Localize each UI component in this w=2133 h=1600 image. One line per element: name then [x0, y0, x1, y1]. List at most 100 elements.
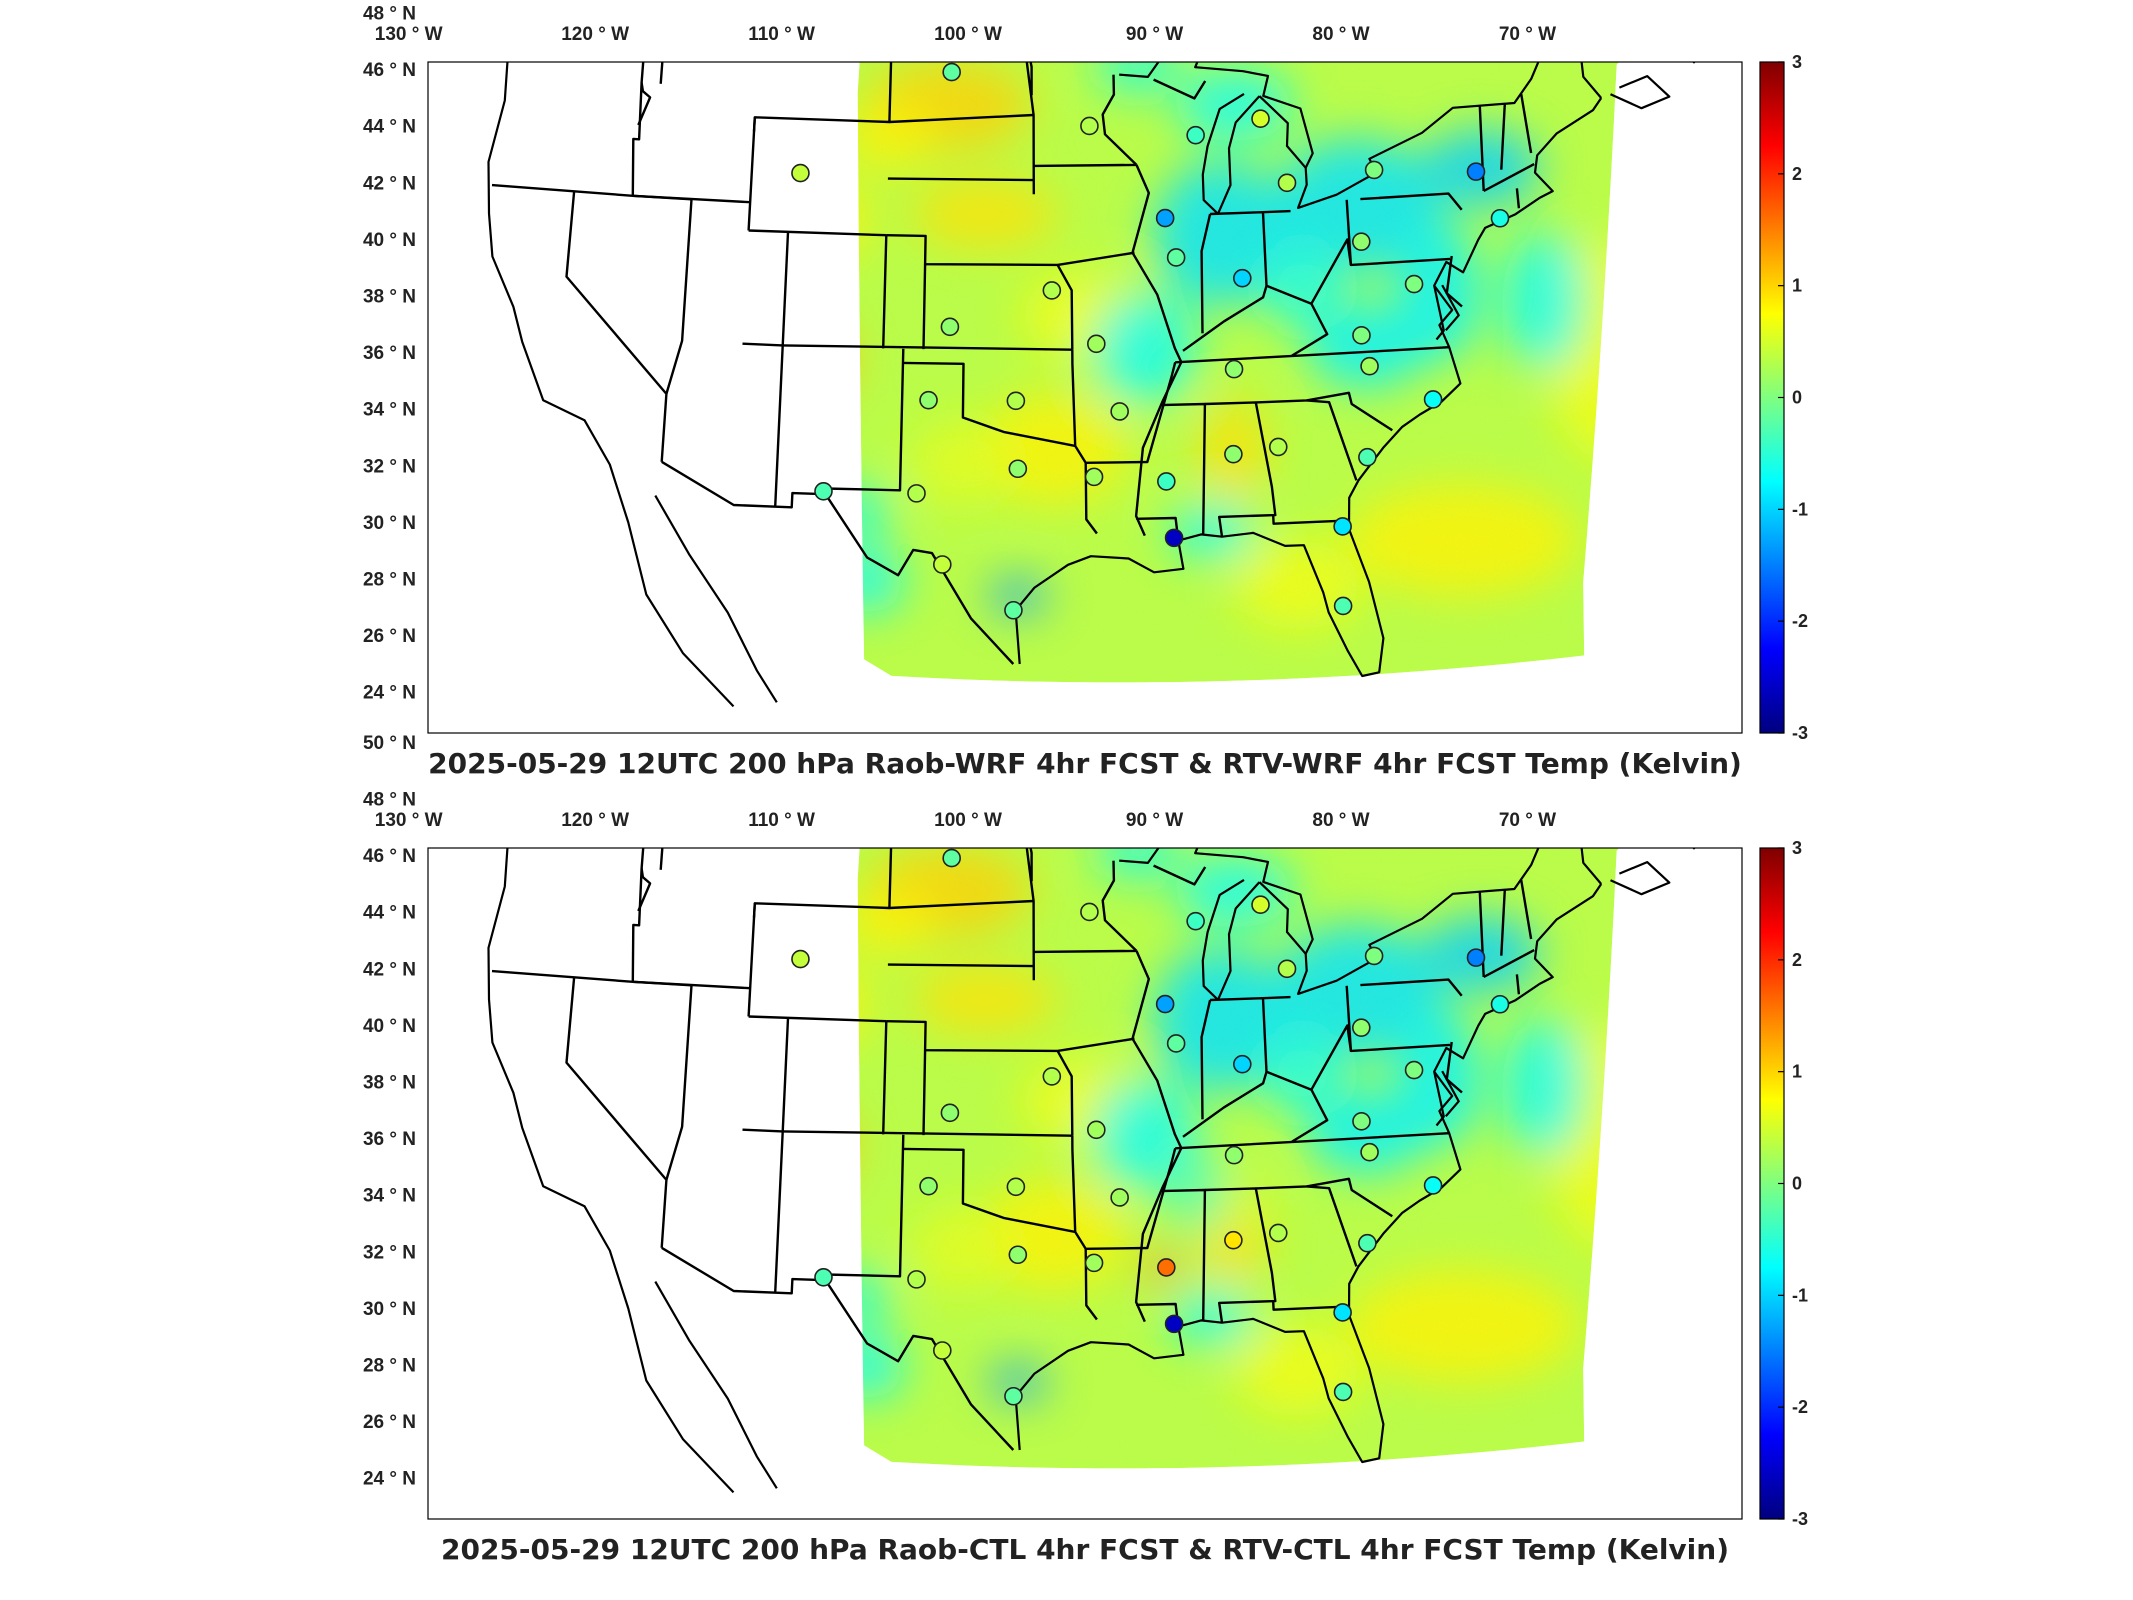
panel-bottom: 130 ° W 120 ° W 110 ° W 100 ° W 90 ° W 80 ° W…	[363, 733, 1808, 1566]
raob-station-marker	[1004, 1386, 1023, 1406]
raob-station-marker	[1404, 274, 1424, 294]
raob-station-marker	[1006, 1177, 1026, 1197]
state-borders	[491, 848, 1535, 1451]
lat-tick-label: 48 ° N	[363, 789, 416, 810]
lat-tick-label: 30 ° N	[363, 513, 416, 534]
raob-station-marker	[1233, 1054, 1252, 1074]
raob-station-marker	[1087, 1120, 1106, 1140]
temperature-difference-field	[857, 62, 1637, 683]
raob-station-marker	[1004, 600, 1023, 620]
colorbar: 3 2 1 0 -1 -2 -3	[1759, 52, 1808, 743]
raob-station-marker	[1164, 1314, 1184, 1334]
raob-station-marker	[1224, 359, 1244, 379]
raob-station-marker	[1333, 1382, 1353, 1402]
raob-station-marker	[1155, 208, 1175, 228]
raob-station-marker	[919, 1176, 938, 1196]
colorbar-tick-label: 0	[1792, 1174, 1802, 1194]
colorbar-tick-label: -3	[1792, 1509, 1808, 1529]
raob-station-marker	[1164, 528, 1184, 548]
raob-station-marker	[1358, 1233, 1377, 1253]
raob-station-marker	[1333, 517, 1352, 536]
raob-station-marker	[814, 1267, 833, 1287]
colorbar-tick-label: 1	[1792, 1062, 1802, 1082]
lat-tick-label: 28 ° N	[363, 569, 416, 590]
raob-station-marker	[1268, 437, 1288, 457]
lon-tick-label: 70 ° W	[1499, 810, 1556, 831]
raob-station-marker	[1277, 959, 1297, 979]
colorbar-tick-label: -2	[1792, 611, 1808, 631]
lon-tick-label: 110 ° W	[748, 24, 815, 45]
raob-station-marker	[1166, 1034, 1186, 1053]
raob-station-marker	[1490, 208, 1510, 228]
colorbar-tick-label: -1	[1792, 499, 1808, 519]
colorbar-tick-label: 2	[1792, 950, 1802, 970]
raob-station-marker	[1008, 459, 1028, 479]
raob-station-marker	[942, 62, 961, 82]
raob-station-marker	[1110, 402, 1129, 421]
raob-station-marker	[1042, 281, 1062, 300]
colorbar-tick-label: 3	[1792, 52, 1802, 72]
raob-station-marker	[1333, 1303, 1352, 1322]
colorbar: 3 2 1 0 -1 -2 -3	[1759, 838, 1808, 1529]
raob-station-marker	[834, 22, 851, 39]
lat-tick-label: 30 ° N	[363, 1299, 416, 1320]
raob-station-marker	[1490, 994, 1510, 1014]
colorbar-tick-label: -1	[1792, 1285, 1808, 1305]
coastlines	[487, 848, 1696, 1494]
raob-station-marker	[1423, 390, 1443, 409]
colorbar-tick-label: 0	[1792, 388, 1802, 408]
lat-tick-label: 44 ° N	[363, 903, 416, 924]
lon-tick-label: 90 ° W	[1126, 810, 1183, 831]
raob-station-marker	[791, 163, 810, 183]
raob-station-marker	[1155, 994, 1175, 1014]
lon-tick-label: 100 ° W	[934, 24, 1002, 45]
lat-tick-label: 42 ° N	[363, 959, 416, 980]
raob-station-marker	[1157, 472, 1176, 491]
raob-station-marker	[1351, 232, 1371, 251]
raob-station-marker	[1360, 356, 1379, 376]
lon-tick-label: 130 ° W	[375, 24, 443, 45]
raob-station-marker	[1080, 902, 1099, 922]
lat-tick-label: 44 ° N	[363, 117, 416, 138]
lat-tick-label: 24 ° N	[363, 683, 416, 704]
raob-station-marker	[1084, 467, 1104, 487]
raob-station-marker	[933, 1341, 952, 1360]
lat-tick-label: 26 ° N	[363, 1412, 416, 1433]
raob-station-marker	[1466, 162, 1486, 181]
colorbar-tick-label: 1	[1792, 276, 1802, 296]
raob-station-marker	[1166, 248, 1186, 267]
lat-tick-label: 28 ° N	[363, 1355, 416, 1376]
raob-station-marker	[1084, 1253, 1104, 1273]
map-area	[428, 848, 1742, 1519]
lat-tick-label: 48 ° N	[363, 3, 416, 24]
raob-station-marker	[1186, 125, 1205, 145]
raob-station-marker	[1186, 911, 1205, 931]
raob-station-marker	[1333, 596, 1353, 616]
raob-stations	[791, 22, 1510, 620]
panel-title: 2025-05-29 12UTC 200 hPa Raob-WRF 4hr FC…	[428, 747, 1742, 780]
panel-top: 130 ° W 120 ° W 110 ° W 100 ° W 90 ° W 80 ° W…	[363, 3, 1808, 780]
raob-station-marker	[907, 1270, 926, 1289]
raob-station-marker	[1157, 1258, 1176, 1277]
raob-station-marker	[791, 949, 810, 969]
lat-tick-label: 50 ° N	[363, 733, 416, 754]
lon-tick-label: 80 ° W	[1312, 810, 1369, 831]
raob-station-marker	[907, 484, 926, 503]
raob-station-marker	[1087, 334, 1106, 354]
raob-station-marker	[942, 848, 961, 868]
raob-station-marker	[1224, 444, 1243, 464]
raob-station-marker	[1364, 946, 1384, 966]
raob-station-marker	[1224, 1145, 1244, 1165]
raob-station-marker	[1008, 1245, 1028, 1265]
lat-tick-label: 42 ° N	[363, 173, 416, 194]
colorbar-tick-label: 2	[1792, 164, 1802, 184]
lat-tick-label: 32 ° N	[363, 1242, 416, 1263]
map-frame	[427, 847, 1743, 1520]
lat-tick-label: 34 ° N	[363, 1186, 416, 1207]
lon-tick-label: 90 ° W	[1126, 24, 1183, 45]
colorbar-tick-label: -3	[1792, 723, 1808, 743]
raob-station-marker	[1466, 948, 1486, 967]
raob-station-marker	[1404, 1060, 1424, 1080]
lat-tick-label: 38 ° N	[363, 1072, 416, 1093]
